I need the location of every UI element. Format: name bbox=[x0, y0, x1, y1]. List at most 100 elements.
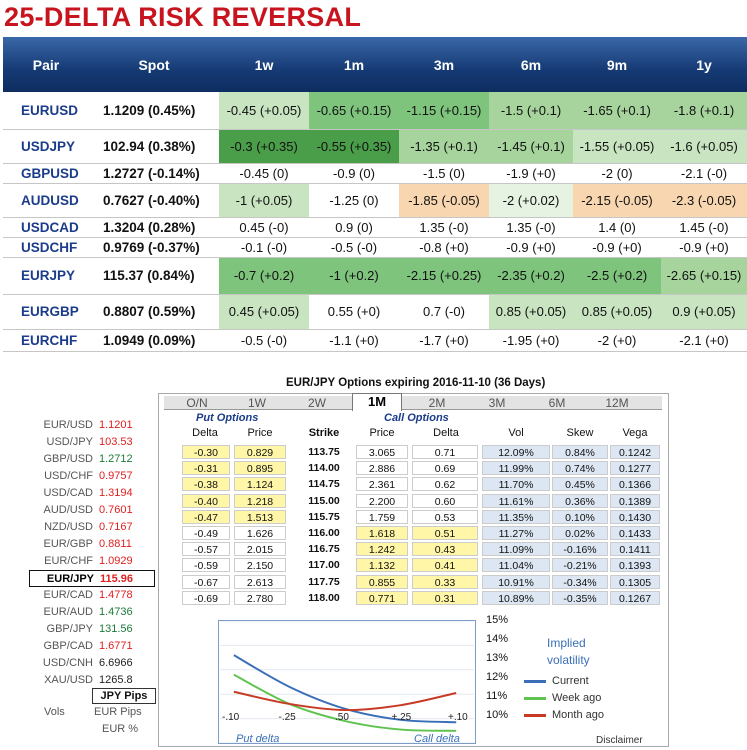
rr-cell: -1 (+0.05) bbox=[219, 183, 309, 218]
option-cell-pp: 2.780 bbox=[234, 590, 286, 605]
header-6m: 6m bbox=[489, 37, 573, 92]
rr-cell: -0.5 (-0) bbox=[309, 237, 399, 258]
unit-selected[interactable]: JPY Pips bbox=[92, 688, 156, 704]
rr-cell: 0.9 (0) bbox=[309, 217, 399, 238]
tab-1m[interactable]: 1M bbox=[352, 393, 402, 411]
y-tick: 12% bbox=[486, 671, 509, 683]
spot-pair: USD/JPY bbox=[46, 436, 93, 448]
option-cell-cd: 0.33 bbox=[412, 574, 478, 589]
spot-pair: EUR/CHF bbox=[44, 555, 93, 567]
option-cell-skew: -0.16% bbox=[552, 542, 608, 557]
option-cell-vol: 11.27% bbox=[482, 525, 550, 540]
spot-item[interactable]: EUR/CAD 1.4778 bbox=[29, 587, 155, 604]
rr-cell: -1.5 (0) bbox=[399, 163, 489, 184]
option-cell-cd: 0.41 bbox=[412, 558, 478, 573]
pair-name: EURJPY bbox=[3, 257, 89, 295]
spot-item[interactable]: USD/JPY 103.53 bbox=[29, 434, 155, 451]
option-cell-pd: -0.59 bbox=[182, 558, 230, 573]
option-cell-skew: 0.36% bbox=[552, 493, 608, 508]
option-cell-vega: 0.1389 bbox=[610, 493, 660, 508]
rr-cell: -2.15 (+0.25) bbox=[399, 257, 489, 295]
spot-pair: EUR/GBP bbox=[43, 538, 93, 550]
strike-header: Strike bbox=[308, 427, 340, 439]
option-cell-vol: 10.91% bbox=[482, 574, 550, 589]
tab-2m[interactable]: 2M bbox=[428, 396, 446, 410]
spot-pair: GBP/USD bbox=[43, 453, 93, 465]
spot-item[interactable]: EUR/AUD 1.4736 bbox=[29, 604, 155, 621]
spot-item[interactable]: GBP/USD 1.2712 bbox=[29, 451, 155, 468]
rr-cell: -0.9 (+0) bbox=[573, 237, 661, 258]
option-cell-vega: 0.1393 bbox=[610, 558, 660, 573]
spot-item[interactable]: USD/CAD 1.3194 bbox=[29, 485, 155, 502]
tab-2w[interactable]: 2W bbox=[308, 396, 326, 410]
spot-item[interactable]: EUR/JPY 115.96 bbox=[29, 570, 155, 587]
x-tick: -.10 bbox=[222, 712, 240, 723]
option-cell-pd: -0.67 bbox=[182, 574, 230, 589]
rr-cell: -1.15 (+0.15) bbox=[399, 92, 489, 130]
tab-on[interactable]: O/N bbox=[186, 396, 208, 410]
option-row: -0.31 0.895 114.00 2.886 0.69 11.99% 0.74% 0.12… bbox=[164, 460, 662, 476]
option-cell-skew: -0.34% bbox=[552, 574, 608, 589]
rr-cell: -2.5 (+0.2) bbox=[573, 257, 661, 295]
spot-item[interactable]: NZD/USD 0.7167 bbox=[29, 519, 155, 536]
rr-cell: -0.9 (0) bbox=[309, 163, 399, 184]
risk-reversal-table: Pair Spot 1w 1m 3m 6m 9m 1y EURUSD 1.1209 (0.45%… bbox=[3, 37, 747, 352]
spot-value: 0.8807 (0.59%) bbox=[89, 294, 219, 330]
tab-3m[interactable]: 3M bbox=[488, 396, 506, 410]
spot-item[interactable]: GBP/CAD 1.6771 bbox=[29, 638, 155, 655]
vega-header: Vega bbox=[622, 427, 648, 439]
option-cell-cp: 1.759 bbox=[356, 509, 408, 524]
option-cell-cp: 0.771 bbox=[356, 590, 408, 605]
tab-12m[interactable]: 12M bbox=[605, 396, 629, 410]
spot-item[interactable]: EUR/CHF 1.0929 bbox=[29, 553, 155, 570]
rr-cell: 0.85 (+0.05) bbox=[489, 294, 573, 330]
rr-cell: -0.8 (+0) bbox=[399, 237, 489, 258]
option-cell-cp: 2.886 bbox=[356, 461, 408, 476]
rr-cell: 0.45 (-0) bbox=[219, 217, 309, 238]
spot-rate: 6.6966 bbox=[99, 657, 133, 669]
y-tick: 15% bbox=[486, 614, 509, 626]
spot-item[interactable]: EUR/USD 1.1201 bbox=[29, 417, 155, 434]
option-row: -0.47 1.513 115.75 1.759 0.53 11.35% 0.10% 0.14… bbox=[164, 509, 662, 525]
option-cell-pp: 2.150 bbox=[234, 558, 286, 573]
spot-item[interactable]: USD/CNH 6.6966 bbox=[29, 655, 155, 672]
rr-cell: -0.45 (0) bbox=[219, 163, 309, 184]
spot-item[interactable]: AUD/USD 0.7601 bbox=[29, 502, 155, 519]
skew-header: Skew bbox=[566, 427, 594, 439]
rr-cell: -2.65 (+0.15) bbox=[661, 257, 747, 295]
rr-cell: -2 (+0.02) bbox=[489, 183, 573, 218]
y-tick: 13% bbox=[486, 652, 509, 664]
spot-rate: 103.53 bbox=[99, 436, 133, 448]
legend-label: Week ago bbox=[552, 692, 602, 704]
disclaimer-link[interactable]: Disclaimer bbox=[596, 735, 643, 746]
spot-item[interactable]: XAU/USD 1265.8 bbox=[29, 672, 155, 689]
tab-6m[interactable]: 6M bbox=[548, 396, 566, 410]
option-cell-pd: -0.49 bbox=[182, 525, 230, 540]
unit-option-eur-pct[interactable]: EUR % bbox=[102, 723, 139, 735]
option-cell-pp: 0.829 bbox=[234, 445, 286, 459]
option-cell-cp: 0.855 bbox=[356, 574, 408, 589]
spot-rate: 1265.8 bbox=[99, 674, 133, 686]
legend-label: Month ago bbox=[552, 709, 604, 721]
rr-cell: -1.95 (+0) bbox=[489, 329, 573, 352]
rr-cell: 0.9 (+0.05) bbox=[661, 294, 747, 330]
option-cell-cd: 0.31 bbox=[412, 590, 478, 605]
option-cell-vol: 11.61% bbox=[482, 493, 550, 508]
rr-cell: -1.45 (+0.1) bbox=[489, 129, 573, 164]
spot-rate: 1.2712 bbox=[99, 453, 133, 465]
rr-cell: -1.6 (+0.05) bbox=[661, 129, 747, 164]
spot-pair: EUR/USD bbox=[43, 419, 93, 431]
option-cell-vol: 11.99% bbox=[482, 461, 550, 476]
rr-cell: -1.9 (+0) bbox=[489, 163, 573, 184]
unit-option-eur-pips[interactable]: EUR Pips bbox=[94, 706, 142, 718]
spot-item[interactable]: GBP/JPY 131.56 bbox=[29, 621, 155, 638]
spot-item[interactable]: USD/CHF 0.9757 bbox=[29, 468, 155, 485]
options-title: EUR/JPY Options expiring 2016-11-10 (36 … bbox=[286, 377, 546, 389]
spot-item[interactable]: EUR/GBP 0.8811 bbox=[29, 536, 155, 553]
header-pair: Pair bbox=[3, 37, 89, 92]
expiry-tabs: O/N 1W 2W 1M 2M 3M 6M 12M bbox=[164, 393, 662, 411]
tab-1w[interactable]: 1W bbox=[248, 396, 266, 410]
option-cell-pp: 1.626 bbox=[234, 525, 286, 540]
option-cell-pp: 1.218 bbox=[234, 493, 286, 508]
rr-cell: -2.35 (+0.2) bbox=[489, 257, 573, 295]
